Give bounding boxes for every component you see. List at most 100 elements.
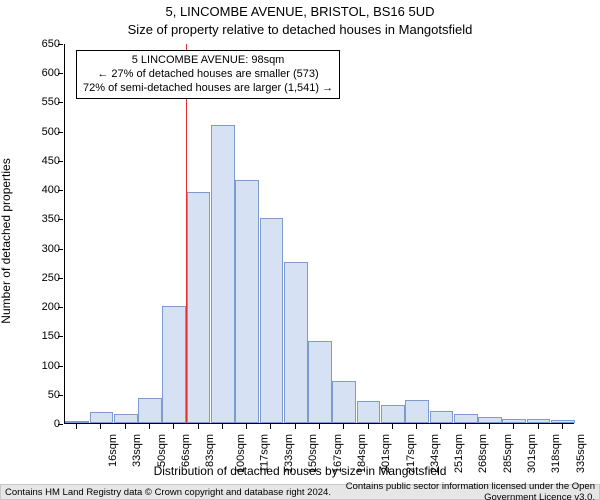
x-tick-mark <box>513 424 514 429</box>
y-tick-label: 600 <box>24 67 60 79</box>
y-tick-mark <box>58 44 63 45</box>
histogram-bar <box>187 192 211 423</box>
x-tick-mark <box>295 424 296 429</box>
y-tick-mark <box>58 249 63 250</box>
x-tick-label: 167sqm <box>332 434 344 473</box>
x-tick-label: 16sqm <box>107 434 119 467</box>
x-tick-label: 133sqm <box>283 434 295 473</box>
y-tick-label: 150 <box>24 330 60 342</box>
y-tick-mark <box>58 395 63 396</box>
y-tick-label: 300 <box>24 243 60 255</box>
x-tick-label: 50sqm <box>156 434 168 467</box>
histogram-bar <box>65 421 89 423</box>
y-tick-mark <box>58 336 63 337</box>
x-tick-mark <box>440 424 441 429</box>
y-tick-mark <box>58 219 63 220</box>
histogram-bar <box>454 414 478 423</box>
histogram-bar <box>332 381 356 423</box>
histogram-bar <box>527 419 551 423</box>
x-tick-mark <box>222 424 223 429</box>
histogram-bar <box>502 419 526 423</box>
y-tick-label: 0 <box>24 418 60 430</box>
x-tick-mark <box>562 424 563 429</box>
x-tick-label: 184sqm <box>356 434 368 473</box>
histogram-bar <box>381 405 405 423</box>
y-tick-mark <box>58 278 63 279</box>
x-tick-mark <box>76 424 77 429</box>
y-tick-mark <box>58 424 63 425</box>
x-tick-mark <box>368 424 369 429</box>
x-tick-mark <box>343 424 344 429</box>
x-tick-label: 201sqm <box>380 434 392 473</box>
histogram-bar <box>284 262 308 423</box>
x-tick-label: 335sqm <box>575 434 587 473</box>
y-tick-label: 50 <box>24 389 60 401</box>
x-tick-label: 66sqm <box>180 434 192 467</box>
histogram-bar <box>357 401 381 423</box>
x-tick-label: 251sqm <box>453 434 465 473</box>
x-tick-label: 117sqm <box>258 434 270 472</box>
x-tick-label: 217sqm <box>405 434 417 473</box>
x-tick-mark <box>270 424 271 429</box>
x-tick-label: 100sqm <box>235 434 247 473</box>
x-tick-label: 234sqm <box>429 434 441 473</box>
plot-area <box>64 44 574 424</box>
histogram-bar <box>138 398 162 423</box>
x-tick-mark <box>319 424 320 429</box>
y-tick-label: 100 <box>24 360 60 372</box>
x-tick-mark <box>538 424 539 429</box>
x-tick-label: 268sqm <box>478 434 490 473</box>
y-tick-label: 250 <box>24 272 60 284</box>
x-tick-mark <box>465 424 466 429</box>
y-tick-label: 400 <box>24 184 60 196</box>
y-tick-mark <box>58 161 63 162</box>
x-tick-mark <box>416 424 417 429</box>
y-tick-mark <box>58 73 63 74</box>
x-tick-label: 33sqm <box>131 434 143 467</box>
histogram-bar <box>430 411 454 423</box>
page: 5, LINCOMBE AVENUE, BRISTOL, BS16 5UD Si… <box>0 0 600 500</box>
y-tick-label: 500 <box>24 126 60 138</box>
y-tick-mark <box>58 366 63 367</box>
x-tick-label: 318sqm <box>550 434 562 473</box>
x-tick-mark <box>173 424 174 429</box>
x-tick-label: 83sqm <box>204 434 216 467</box>
x-tick-mark <box>392 424 393 429</box>
y-tick-label: 200 <box>24 301 60 313</box>
x-tick-mark <box>489 424 490 429</box>
x-tick-mark <box>246 424 247 429</box>
x-tick-label: 285sqm <box>502 434 514 473</box>
histogram-bar <box>551 420 575 423</box>
histogram-bar <box>90 412 114 423</box>
y-tick-mark <box>58 102 63 103</box>
histogram-bar <box>235 180 259 423</box>
x-tick-mark <box>125 424 126 429</box>
footer-right-text: Contains public sector information licen… <box>331 481 599 500</box>
x-tick-mark <box>149 424 150 429</box>
y-tick-label: 350 <box>24 213 60 225</box>
y-tick-label: 550 <box>24 96 60 108</box>
histogram-bar <box>260 218 284 423</box>
histogram-bar <box>211 125 235 423</box>
x-tick-mark <box>198 424 199 429</box>
footer-bar: Contains HM Land Registry data © Crown c… <box>0 484 600 500</box>
y-tick-mark <box>58 307 63 308</box>
annotation-line2: ← 27% of detached houses are smaller (57… <box>83 68 333 82</box>
y-tick-label: 650 <box>24 38 60 50</box>
histogram-bar <box>478 417 502 423</box>
footer-left-text: Contains HM Land Registry data © Crown c… <box>1 487 331 498</box>
histogram-bar <box>114 414 138 423</box>
x-tick-label: 150sqm <box>308 434 320 473</box>
annotation-line3: 72% of semi-detached houses are larger (… <box>83 82 333 96</box>
annotation-box: 5 LINCOMBE AVENUE: 98sqm ← 27% of detach… <box>76 50 340 99</box>
x-tick-mark <box>100 424 101 429</box>
histogram-bar <box>405 400 429 423</box>
histogram-bar <box>162 306 186 423</box>
annotation-line1: 5 LINCOMBE AVENUE: 98sqm <box>83 54 333 68</box>
y-axis-label: Number of detached properties <box>0 158 13 323</box>
y-tick-mark <box>58 190 63 191</box>
y-tick-mark <box>58 132 63 133</box>
y-tick-label: 450 <box>24 155 60 167</box>
x-tick-label: 301sqm <box>526 434 538 473</box>
chart-title-line1: 5, LINCOMBE AVENUE, BRISTOL, BS16 5UD <box>0 4 600 19</box>
